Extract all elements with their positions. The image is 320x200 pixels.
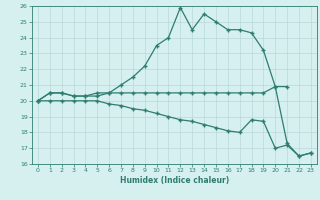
X-axis label: Humidex (Indice chaleur): Humidex (Indice chaleur) — [120, 176, 229, 185]
